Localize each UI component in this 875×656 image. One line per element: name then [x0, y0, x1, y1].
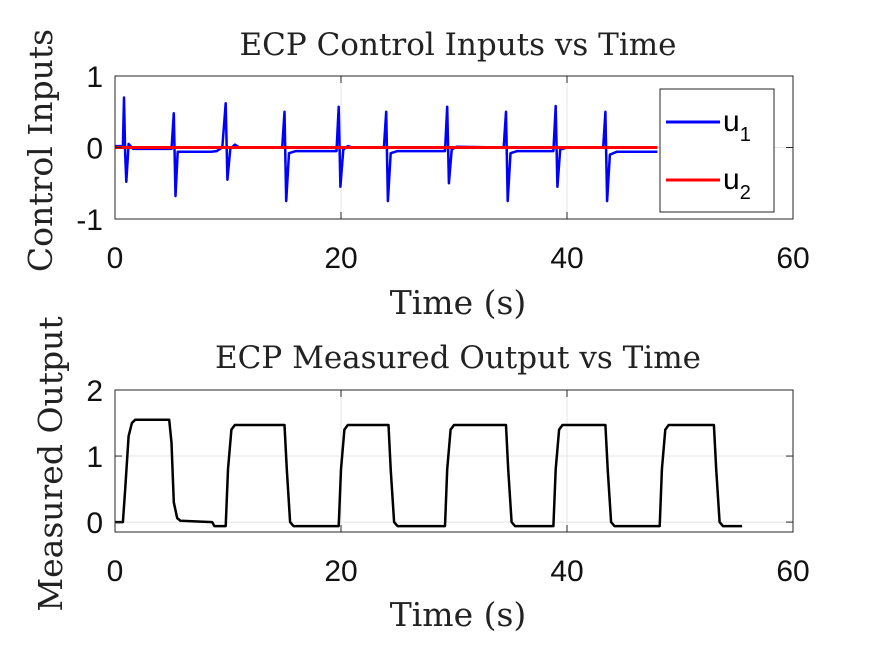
- y-tick-label: 0: [86, 507, 103, 540]
- plot-area: [115, 390, 793, 532]
- y-axis-label: Measured Output: [31, 316, 70, 611]
- chart-title: ECP Measured Output vs Time: [215, 340, 701, 376]
- y-tick-label: 0: [86, 133, 103, 166]
- x-axis-label: Time (s): [390, 595, 527, 634]
- x-axis-label: Time (s): [390, 283, 527, 322]
- legend-box: [659, 88, 775, 213]
- x-tick-label: 0: [107, 242, 124, 275]
- x-tick-label: 60: [776, 242, 809, 275]
- chart-panel-2: 0 20 40 60 0 1 2 ECP Measured Output vs Time Tim…: [31, 316, 810, 634]
- x-tick-label: 20: [324, 555, 357, 588]
- y-tick-label: 1: [86, 441, 103, 474]
- series-line-u1: [115, 96, 658, 203]
- x-tick-label: 20: [324, 242, 357, 275]
- x-tick-label: 60: [776, 555, 809, 588]
- axes-box: [114, 389, 794, 533]
- y-tick-label: 1: [86, 61, 103, 94]
- chart-title: ECP Control Inputs vs Time: [240, 27, 677, 63]
- y-axis-label: Control Inputs: [21, 29, 60, 272]
- legend-label-2: u2: [723, 163, 751, 204]
- x-tick-label: 0: [107, 555, 124, 588]
- y-tick-label: 2: [86, 375, 103, 408]
- y-tick-label: -1: [76, 204, 103, 237]
- legend-label-1: u1: [723, 105, 751, 146]
- x-tick-label: 40: [550, 555, 583, 588]
- series-line-measured-output: [115, 418, 743, 528]
- x-tick-label: 40: [550, 242, 583, 275]
